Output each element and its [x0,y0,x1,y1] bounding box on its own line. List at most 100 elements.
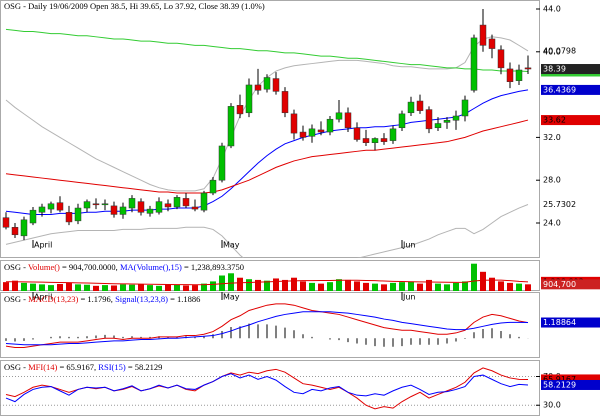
candle-body [173,197,181,208]
plot-area [0,367,540,410]
title-part: MA(Volume(),15) [120,262,182,272]
volume-bar [210,281,216,291]
volume-bar [84,284,90,291]
volume-bar [309,282,315,291]
candle-body [74,207,82,222]
title-part: RSI(15) [98,362,126,372]
candle-body [470,37,478,91]
volume-bar [255,279,261,291]
title-part: = 1.1796, [78,294,115,304]
volume-bar [300,281,306,291]
volume-bar [462,281,468,291]
volume-bar [120,284,126,291]
volume-bar [444,284,450,291]
value-label: 1.18864 [543,318,576,327]
volume-bar [354,281,360,291]
volume-bar [102,285,108,291]
candle-body [227,106,235,147]
candle-body [317,129,325,133]
x-tick-label: May [223,241,240,250]
y-tick-label: 44.0 [543,4,561,13]
candle-body [497,49,505,69]
value-label-box [541,115,600,126]
candle-body [101,203,109,206]
volume-bar [192,285,198,291]
value-label: 36.4369 [543,85,576,94]
volume-bar [12,280,18,291]
volume-bar [111,285,117,291]
candle-body [20,219,28,237]
indicator-line [5,28,529,72]
indicator-line [5,204,529,258]
volume-bar [21,282,27,291]
candle-body [245,84,253,114]
volume-bar [516,283,522,291]
value-label-box [541,379,600,390]
volume-bar [201,283,207,291]
volume-bar [336,279,342,291]
candle-body [326,118,334,133]
candle-body [83,201,91,209]
candle-body [308,128,316,137]
volume-bar [282,279,288,291]
candle-body [371,138,379,144]
volume-bar [417,283,423,291]
candle-body [47,203,55,210]
value-label: 65.9167 [543,375,576,384]
title-part: = 1,238,893.3750 [182,262,244,272]
value-label-box [541,317,600,328]
volume-bar [165,284,171,291]
volume-bar [30,283,36,291]
title-part: OSG - [4,262,28,272]
candle-body [11,227,19,236]
volume-bar [507,282,513,291]
candle-body [65,212,73,223]
candle-body [515,69,523,81]
value-label: 33.62 [543,116,566,125]
title-part: MACD(13,23) [28,294,78,304]
volume-bar [408,281,414,291]
candle-body [38,206,46,213]
volume-bar [291,277,297,291]
value-label: 25.7302 [543,200,576,209]
title-part: OSG - [4,294,28,304]
volume-bar [138,283,144,291]
volume-bar [237,277,243,291]
candle-body [182,198,190,207]
volume-bar [66,282,72,291]
x-tick-label: April [34,241,52,250]
x-tick-label: April [34,293,52,302]
candle-body [29,209,37,224]
candle-body [155,201,163,213]
candle-body [56,202,64,211]
title-part: = 904,700.0000, [60,262,120,272]
value-label-box [541,374,600,385]
plot-area [2,8,532,258]
candle-body [263,77,271,90]
candle-body [164,203,172,208]
volume-bar [57,283,63,291]
volume-bar [246,279,252,291]
volume-bar [264,280,270,291]
candle-body [425,109,433,130]
volume-bar [174,284,180,291]
indicator-line [5,373,529,403]
volume-bar [363,282,369,291]
indicator-line [5,303,529,348]
value-label: 40.0798 [543,46,576,55]
panel-frame [0,292,540,358]
title-part: = 65.9167, [57,362,98,372]
volume-bar [345,279,351,291]
candle-body [146,208,154,214]
value-label: 38.39 [543,65,566,74]
candle-body [407,101,415,114]
candle-body [434,123,442,129]
candle-body [290,113,298,134]
volume-bar [219,275,225,291]
volume-bar [3,282,9,291]
volume-bar [480,271,486,291]
volume-bar [498,281,504,291]
value-label-box [541,64,600,75]
